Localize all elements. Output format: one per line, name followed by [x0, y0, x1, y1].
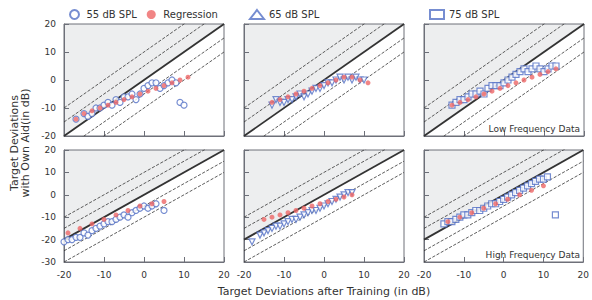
svg-text:20: 20 — [218, 270, 230, 280]
svg-text:Target Deviations: Target Deviations — [8, 95, 21, 191]
svg-text:20: 20 — [398, 270, 410, 280]
svg-text:with Own Aid(in dB): with Own Aid(in dB) — [19, 88, 32, 197]
svg-text:Target Deviations after Traini: Target Deviations after Training (in dB) — [217, 285, 430, 298]
svg-text:-30: -30 — [41, 257, 56, 267]
svg-text:10: 10 — [538, 270, 550, 280]
svg-text:High Frequency Data: High Frequency Data — [486, 250, 580, 260]
svg-text:10: 10 — [45, 47, 57, 57]
svg-text:-20: -20 — [417, 270, 432, 280]
svg-text:10: 10 — [178, 270, 190, 280]
svg-text:20: 20 — [45, 19, 57, 29]
svg-text:-20: -20 — [237, 270, 252, 280]
svg-text:0: 0 — [50, 190, 56, 200]
svg-text:0: 0 — [141, 270, 147, 280]
svg-text:0: 0 — [321, 270, 327, 280]
svg-text:-10: -10 — [97, 270, 112, 280]
svg-text:0: 0 — [50, 75, 56, 85]
svg-text:Regression: Regression — [163, 9, 218, 20]
svg-text:-10: -10 — [277, 270, 292, 280]
svg-text:20: 20 — [45, 145, 57, 155]
svg-text:Low Frequency Data: Low Frequency Data — [489, 124, 580, 134]
svg-text:55 dB SPL: 55 dB SPL — [87, 9, 138, 20]
svg-text:10: 10 — [45, 167, 57, 177]
svg-text:-20: -20 — [41, 235, 56, 245]
svg-text:-10: -10 — [456, 270, 471, 280]
svg-text:-10: -10 — [41, 212, 56, 222]
svg-text:75 dB SPL: 75 dB SPL — [449, 9, 500, 20]
svg-text:10: 10 — [358, 270, 370, 280]
svg-text:65 dB SPL: 65 dB SPL — [269, 9, 320, 20]
svg-text:-20: -20 — [41, 131, 56, 141]
svg-text:20: 20 — [578, 270, 590, 280]
svg-text:-20: -20 — [57, 270, 72, 280]
svg-text:-10: -10 — [41, 103, 56, 113]
svg-text:0: 0 — [501, 270, 507, 280]
